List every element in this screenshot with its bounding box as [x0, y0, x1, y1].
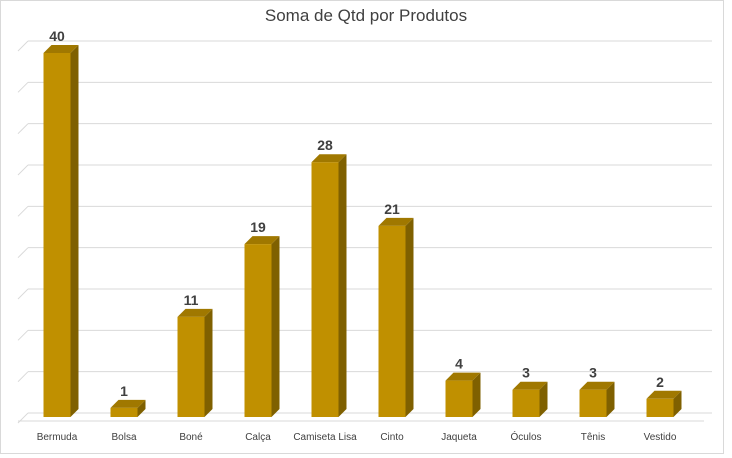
bar-front: [244, 244, 272, 417]
gridlines: [17, 40, 712, 424]
gridline-edge: [17, 123, 29, 135]
bar-front: [646, 398, 674, 417]
bar: [43, 45, 79, 417]
data-label: 3: [589, 365, 597, 381]
bar-side: [204, 308, 213, 417]
bar: [110, 399, 146, 417]
category-label: Camiseta Lisa: [293, 432, 357, 443]
data-label: 28: [317, 137, 333, 153]
bar-front: [445, 380, 473, 417]
bar-front: [512, 389, 540, 417]
bar-side: [271, 236, 280, 417]
bar-front: [378, 225, 406, 417]
bar-side: [137, 399, 146, 417]
gridline-edge: [17, 164, 29, 176]
category-label: Boné: [179, 432, 203, 443]
bar: [646, 390, 682, 417]
gridline-edge: [17, 371, 29, 383]
data-label: 4: [455, 356, 463, 372]
bar-top: [110, 399, 146, 408]
data-label: 21: [384, 201, 400, 217]
bar-side: [673, 390, 682, 417]
bar-side: [539, 381, 548, 417]
bar-top: [311, 154, 347, 163]
data-label: 19: [250, 219, 266, 235]
category-label: Bolsa: [111, 432, 136, 443]
bar-front: [43, 53, 71, 417]
data-label: 40: [49, 28, 65, 44]
category-label: Jaqueta: [441, 432, 477, 443]
bar-top: [177, 308, 213, 317]
bar-top: [512, 381, 548, 390]
gridline-edge: [17, 247, 29, 259]
bar: [579, 381, 615, 417]
data-label: 3: [522, 365, 530, 381]
bar-top: [579, 381, 615, 390]
bar-front: [579, 389, 607, 417]
category-label: Tênis: [581, 432, 605, 443]
bar-front: [177, 316, 205, 417]
chart-title: Soma de Qtd por Produtos: [264, 6, 468, 25]
bar: [177, 308, 213, 417]
bar: [244, 236, 280, 417]
category-label: Óculos: [510, 430, 541, 443]
data-label: 11: [184, 292, 199, 308]
bar: [445, 372, 481, 417]
bar-front: [110, 407, 138, 417]
bar-top: [378, 217, 414, 226]
bar-side: [405, 217, 414, 417]
bar-side: [606, 381, 615, 417]
bar-top: [43, 45, 79, 53]
category-label: Bermuda: [37, 432, 78, 443]
category-label: Cinto: [380, 432, 404, 443]
bar-top: [445, 372, 481, 381]
bar-side: [472, 372, 481, 417]
bars: [43, 45, 682, 417]
gridline-edge: [17, 288, 29, 300]
bar-top: [244, 236, 280, 245]
gridline-edge: [17, 205, 29, 217]
gridline-edge: [17, 81, 29, 93]
gridline-edge: [17, 329, 29, 341]
bar-side: [70, 45, 79, 417]
bar: [512, 381, 548, 417]
category-label: Vestido: [644, 432, 677, 443]
category-label: Calça: [245, 432, 271, 443]
bar-top: [646, 390, 682, 399]
bar-side: [338, 154, 347, 417]
bar: [311, 154, 347, 417]
gridline-edge: [17, 40, 29, 52]
data-label: 2: [656, 374, 664, 390]
data-label: 1: [120, 383, 128, 399]
bar-front: [311, 162, 339, 417]
category-labels: Bermuda Bolsa Boné Calça Camiseta Lisa Cinto J…: [37, 430, 677, 443]
bar: [378, 217, 414, 417]
